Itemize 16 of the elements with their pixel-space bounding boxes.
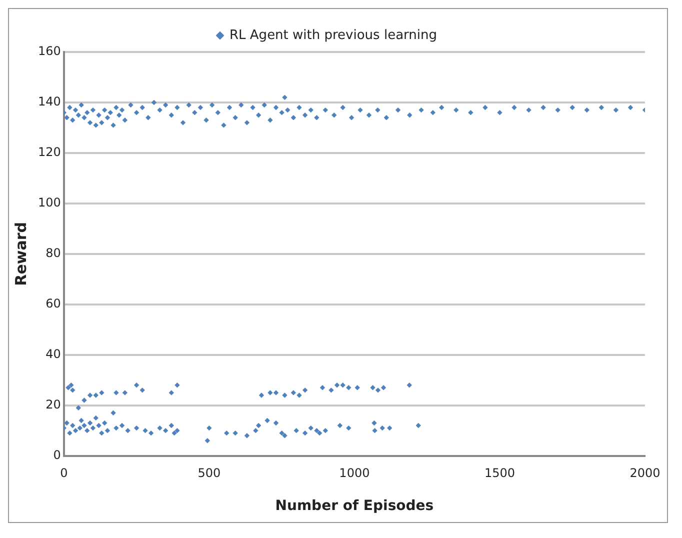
- x-axis-title: Number of Episodes: [275, 498, 434, 514]
- x-tick-label: 1500: [484, 466, 515, 480]
- y-tick-label: 80: [46, 246, 61, 260]
- y-tick-label: 140: [38, 94, 61, 109]
- legend-label: RL Agent with previous learning: [230, 28, 437, 43]
- x-tick-label: 500: [198, 466, 221, 480]
- x-tick-label: 1000: [339, 466, 370, 480]
- y-tick-label: 40: [46, 346, 61, 361]
- y-tick-label: 100: [38, 196, 61, 210]
- y-tick-label: 0: [53, 448, 61, 462]
- y-tick-label: 160: [38, 44, 61, 58]
- y-tick-label: 60: [46, 296, 61, 310]
- y-tick-label: 20: [46, 397, 61, 412]
- y-tick-label: 120: [38, 145, 61, 160]
- x-tick-label: 2000: [630, 466, 660, 480]
- y-axis-title: Reward: [12, 222, 30, 286]
